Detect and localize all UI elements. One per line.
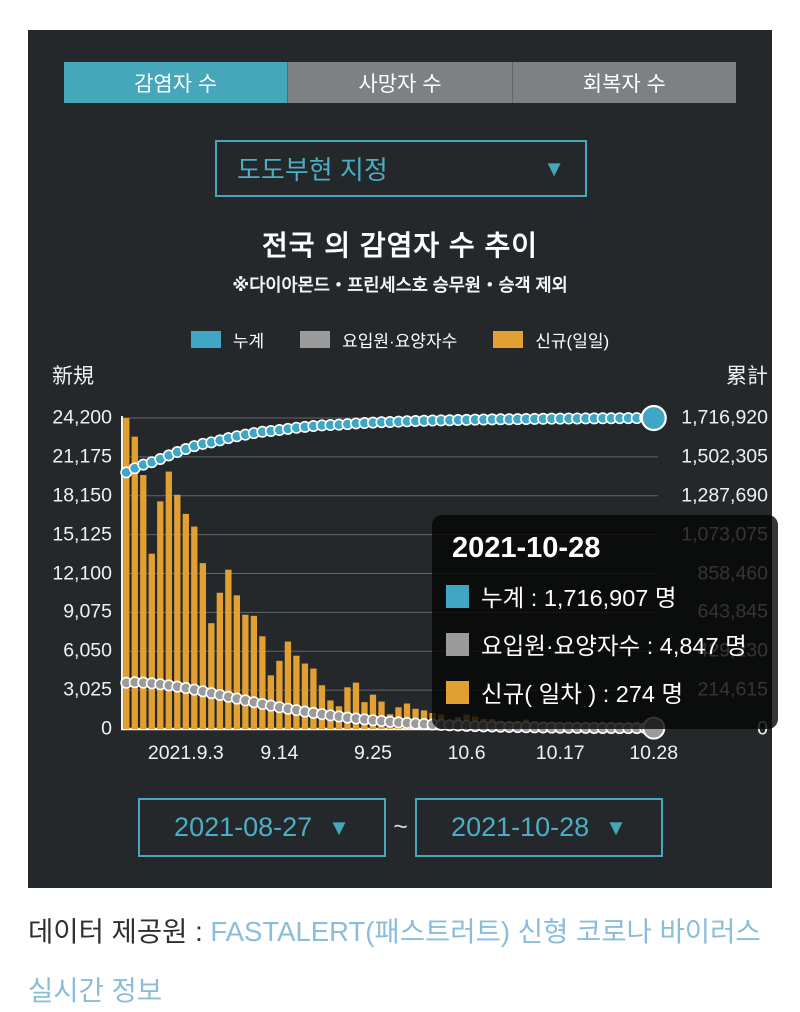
new-cases-bar[interactable] <box>199 563 206 729</box>
tooltip-date: 2021-10-28 <box>452 532 601 564</box>
metric-tabs: 감염자 수 사망자 수 회복자 수 <box>64 62 736 103</box>
chart-legend: 누계 요입원·요양자수 신규(일일) <box>28 327 772 352</box>
tooltip-row-text: 신규( 일차 ) : 274 명 <box>481 681 684 707</box>
chevron-down-icon: ▼ <box>605 814 627 840</box>
new-cases-bar[interactable] <box>301 663 309 729</box>
data-source-prefix: 데이터 제공원 : <box>28 916 211 947</box>
end-date-select[interactable]: 2021-10-28 ▼ <box>415 798 663 857</box>
in-care-swatch <box>446 632 469 656</box>
tooltip-row-cumulative: 누계 : 1,716,907 명 <box>446 579 764 613</box>
cumulative-endpoint-marker[interactable] <box>640 404 667 432</box>
new-cases-bar[interactable] <box>148 553 155 729</box>
new-cases-bar[interactable] <box>233 595 241 729</box>
tab-recovered[interactable]: 회복자 수 <box>511 62 736 103</box>
cumulative-swatch <box>446 584 469 608</box>
chevron-down-icon: ▼ <box>328 814 350 840</box>
start-date-value: 2021-08-27 <box>174 812 313 842</box>
left-axis-title: 新規 <box>52 365 94 388</box>
legend-label: 요입원·요양자수 <box>342 332 458 351</box>
end-date-value: 2021-10-28 <box>451 812 590 842</box>
new-daily-swatch <box>446 680 469 704</box>
cumulative-swatch <box>190 331 221 348</box>
new-cases-bar[interactable] <box>174 494 181 729</box>
new-cases-bar[interactable] <box>284 641 292 729</box>
new-cases-bar[interactable] <box>157 501 164 729</box>
tooltip-row-new-daily: 신규( 일차 ) : 274 명 <box>446 675 764 709</box>
chart-exclusion-note: ※다이아몬드・프린세스호 승무원・승객 제외 <box>232 275 568 295</box>
new-cases-bar[interactable] <box>165 471 172 729</box>
chart-tooltip: 2021-10-28 누계 : 1,716,907 명 요입원·요양자수 : 4… <box>432 515 778 729</box>
new-cases-bar[interactable] <box>352 682 360 729</box>
range-separator: ~ <box>393 813 408 841</box>
tooltip-row-text: 누계 : 1,716,907 명 <box>481 585 677 611</box>
new-cases-bar[interactable] <box>293 655 300 729</box>
new-cases-bar[interactable] <box>369 694 377 729</box>
new-cases-bar[interactable] <box>225 569 232 729</box>
legend-item-new-daily: 신규(일일) <box>493 327 609 352</box>
new-cases-bar[interactable] <box>318 685 326 729</box>
new-cases-bar[interactable] <box>250 615 258 729</box>
new-cases-bar[interactable] <box>344 687 351 729</box>
new-cases-bar[interactable] <box>216 592 223 729</box>
new-cases-bar[interactable] <box>276 660 283 729</box>
chevron-down-icon: ▼ <box>543 155 565 181</box>
legend-label: 신규(일일) <box>535 332 610 351</box>
new-cases-bar[interactable] <box>131 436 138 729</box>
legend-item-in-care: 요입원·요양자수 <box>300 327 457 352</box>
new-cases-bar[interactable] <box>208 623 215 729</box>
new-cases-bar[interactable] <box>259 636 266 729</box>
new-cases-bar[interactable] <box>191 526 198 729</box>
in-care-swatch <box>300 331 331 348</box>
page-title: 전국 의 감염자 수 추이 <box>262 230 538 261</box>
tab-deaths[interactable]: 사망자 수 <box>287 62 512 103</box>
data-source-note: 데이터 제공원 : FASTALERT(패스트러트) 신형 코로나 바이러스 실… <box>28 876 774 1012</box>
new-cases-bar[interactable] <box>140 475 147 729</box>
new-cases-bar[interactable] <box>242 614 249 729</box>
start-date-select[interactable]: 2021-08-27 ▼ <box>138 798 386 857</box>
legend-label: 누계 <box>232 332 265 351</box>
chart-svg[interactable] <box>28 30 772 888</box>
legend-item-cumulative: 누계 <box>190 327 265 352</box>
new-daily-swatch <box>493 331 524 348</box>
dashboard-panel: 감염자 수 사망자 수 회복자 수 도도부현 지정 ▼ 전국 의 감염자 수 추… <box>28 30 778 888</box>
tab-infections[interactable]: 감염자 수 <box>64 62 288 103</box>
prefecture-select-value: 도도부현 지정 <box>237 155 388 185</box>
new-cases-bar[interactable] <box>403 703 411 729</box>
data-source-link[interactable]: FASTALERT(패스트러트) 신형 코로나 바이러스 실시간 정보 <box>28 916 761 1006</box>
right-axis-title: 累計 <box>726 365 768 388</box>
new-cases-bar[interactable] <box>123 418 130 729</box>
tooltip-row-in-care: 요입원·요양자수 : 4,847 명 <box>446 627 764 661</box>
new-cases-bar[interactable] <box>310 668 317 729</box>
prefecture-select[interactable]: 도도부현 지정 ▼ <box>215 140 587 197</box>
tooltip-row-text: 요입원·요양자수 : 4,847 명 <box>481 633 747 659</box>
new-cases-bar[interactable] <box>182 513 189 729</box>
